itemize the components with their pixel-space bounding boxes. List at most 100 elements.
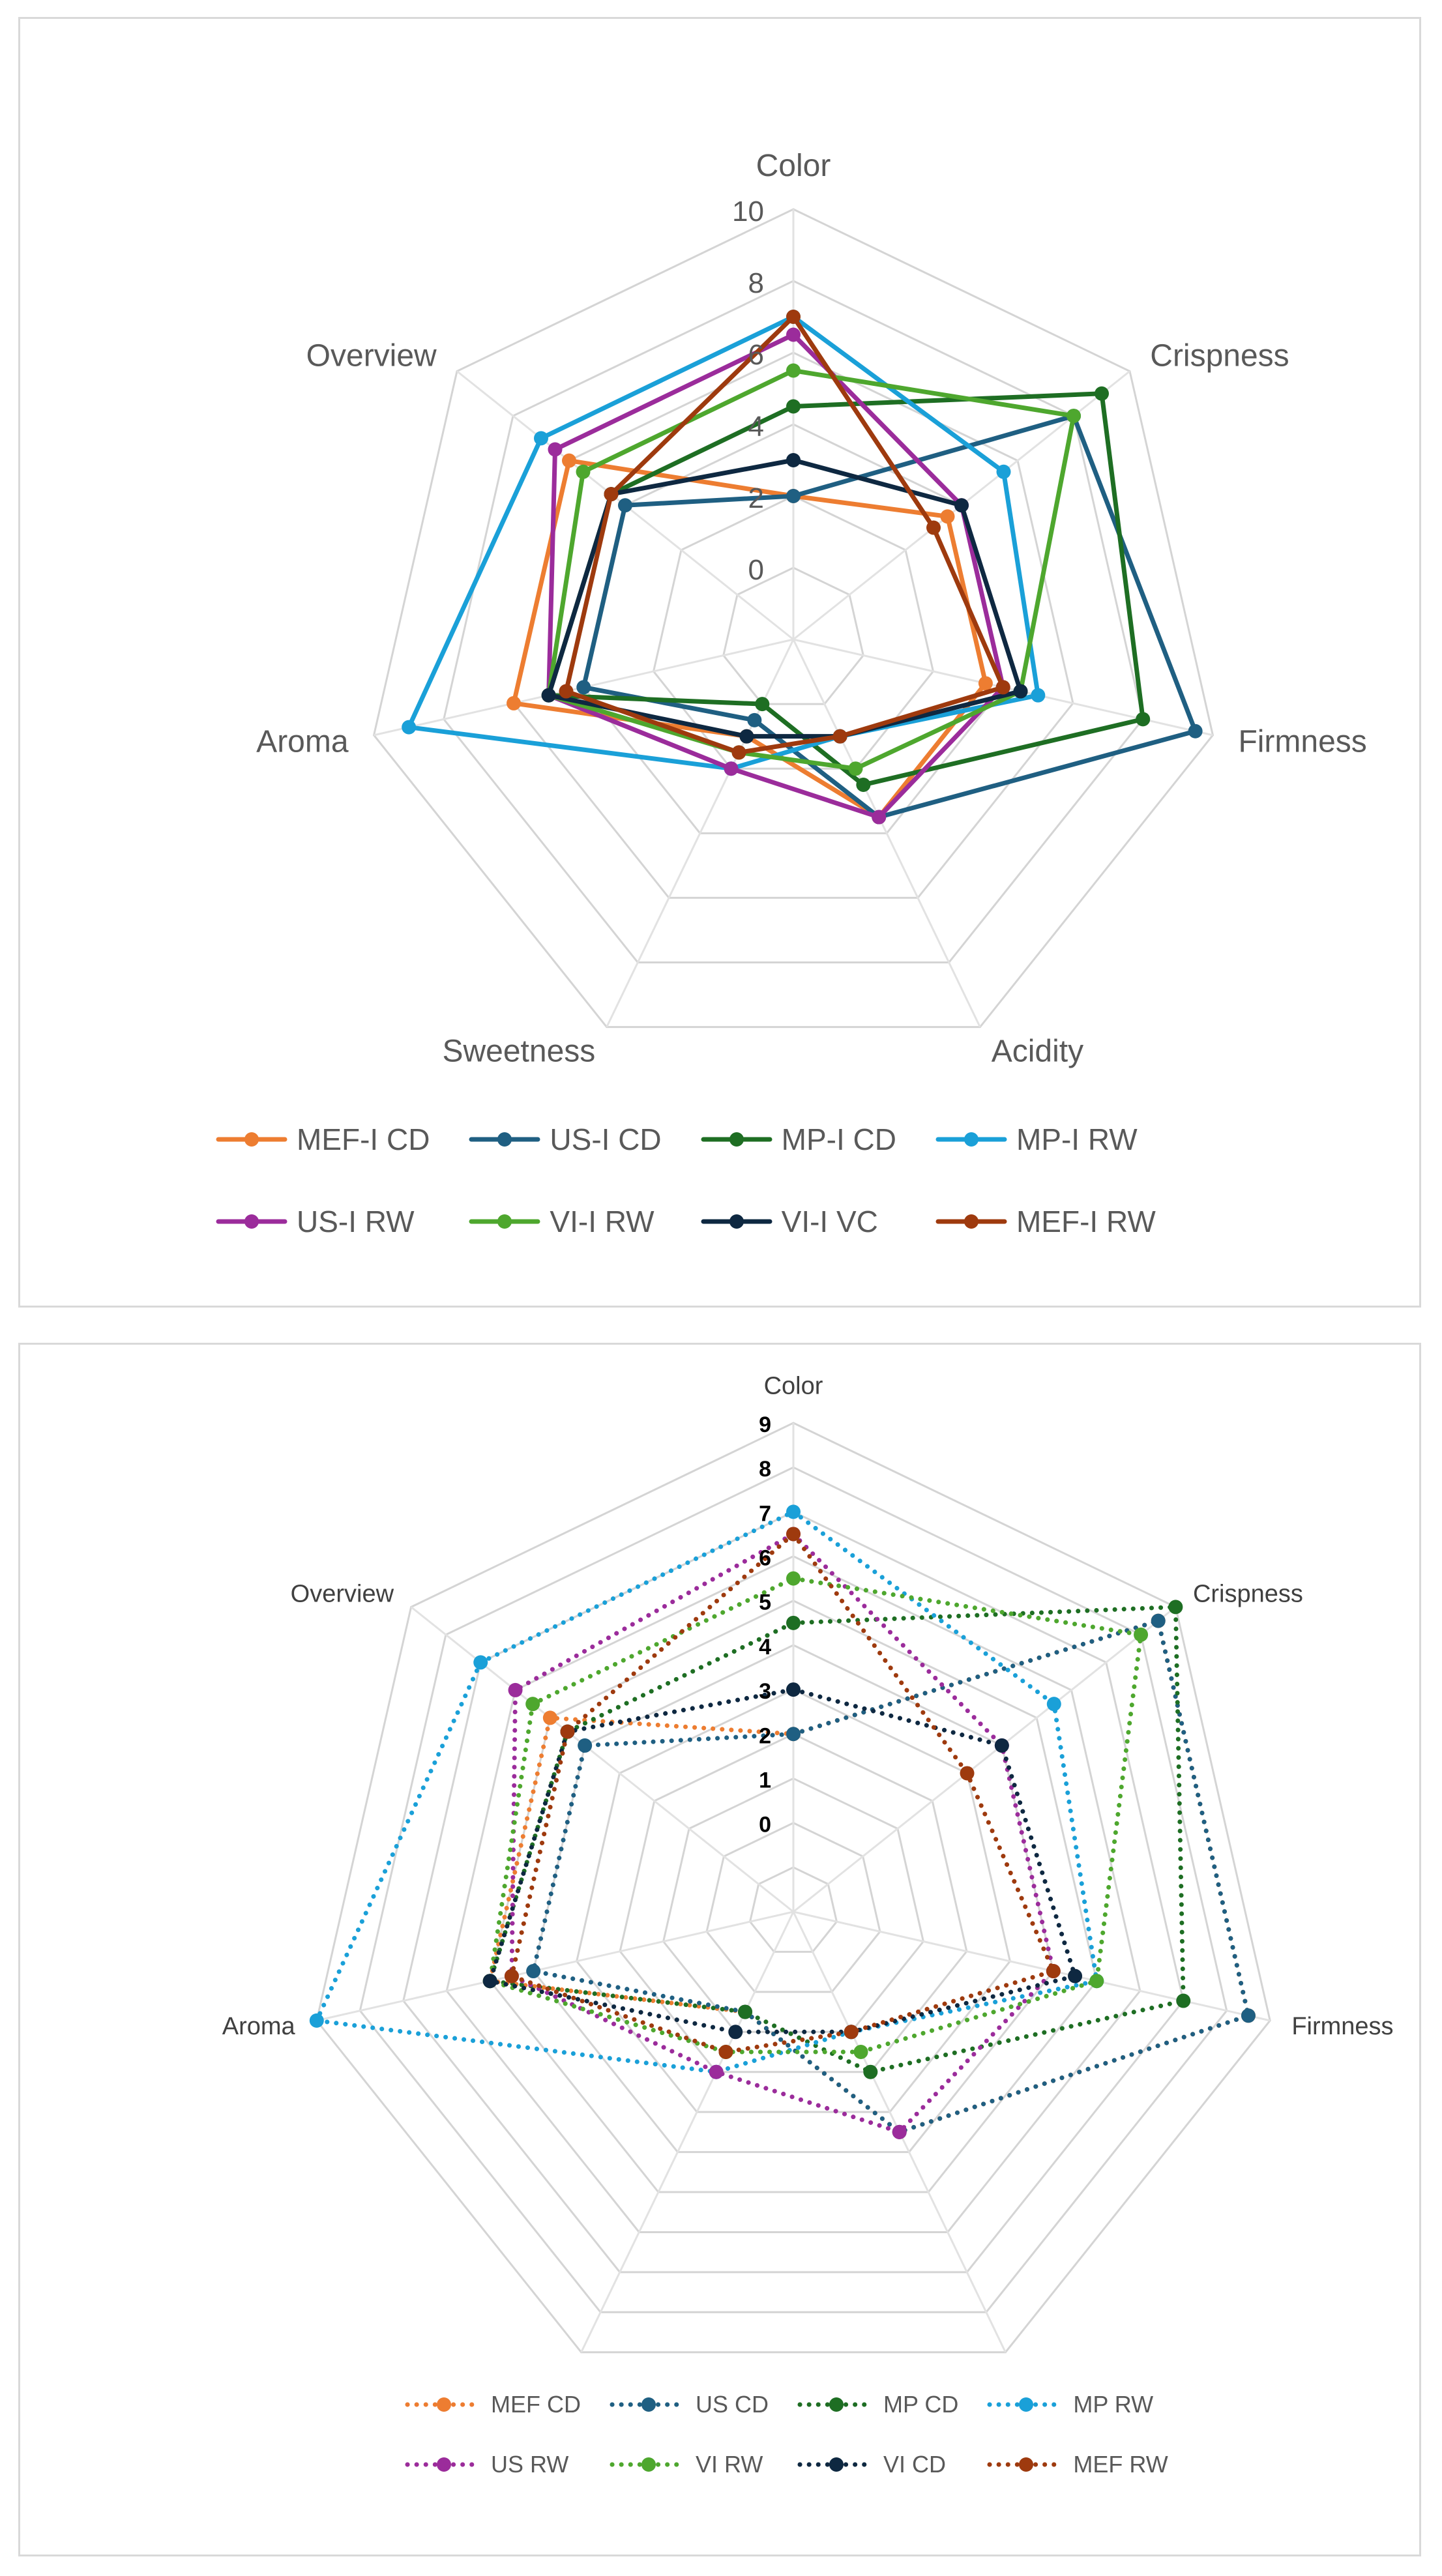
- series-mef-rw: [504, 1527, 1061, 2060]
- tick-label: 2: [759, 1723, 771, 1748]
- data-point: [848, 761, 863, 776]
- legend-label: MP-I RW: [1016, 1122, 1138, 1156]
- data-point: [1176, 1993, 1191, 2008]
- axis-spoke: [793, 1910, 1271, 2022]
- grid-ring: [359, 1466, 1228, 2313]
- legend-label: MEF RW: [1073, 2451, 1168, 2478]
- legend-item-mef-i-cd: MEF-I CD: [216, 1098, 430, 1180]
- legend-item-mp-cd: MP CD: [797, 2375, 958, 2435]
- data-point: [872, 810, 887, 825]
- axis-label-aroma: Aroma: [256, 725, 349, 759]
- data-point: [402, 720, 417, 735]
- data-point: [786, 1727, 801, 1742]
- data-point: [853, 2045, 868, 2060]
- axis-label-acidity: Acidity: [1015, 2360, 1088, 2362]
- grid-ring: [576, 1688, 1011, 2113]
- data-point: [576, 464, 591, 479]
- series-line: [546, 368, 1076, 771]
- data-point: [548, 442, 563, 457]
- grid-ring: [402, 1510, 1184, 2274]
- data-point: [1188, 724, 1203, 739]
- series-line: [563, 314, 1006, 755]
- data-point: [863, 2064, 878, 2079]
- grid-ring: [748, 1866, 838, 1953]
- series-us-rw: [504, 1527, 1061, 2139]
- legend-item-us-rw: US RW: [405, 2435, 581, 2495]
- legend-swatch: [216, 1132, 287, 1147]
- grid-ring: [445, 1555, 1141, 2233]
- legend-marker: [641, 2457, 656, 2472]
- data-point: [786, 1682, 801, 1697]
- grid-ring: [443, 280, 1144, 964]
- series-line: [581, 413, 1198, 820]
- axis-spoke: [410, 1606, 794, 1913]
- legend-item-vi-i-vc: VI-I VC: [701, 1180, 896, 1263]
- data-point: [576, 680, 591, 695]
- legend-marker: [641, 2397, 656, 2412]
- series-line: [509, 1531, 1056, 2055]
- legend-item-mef-i-rw: MEF-I RW: [935, 1180, 1156, 1263]
- legend-marker: [729, 1214, 744, 1229]
- series-line: [546, 458, 1023, 739]
- data-point: [559, 684, 574, 699]
- data-point: [960, 1766, 975, 1781]
- legend-label: VI CD: [883, 2451, 947, 2478]
- series-mef-cd: [482, 1613, 1256, 2139]
- legend-swatch: [987, 2397, 1065, 2412]
- data-point: [738, 2004, 753, 2019]
- tick-label: 0: [748, 554, 764, 586]
- data-point: [786, 1527, 801, 1542]
- series-line: [314, 1509, 1099, 2075]
- series-mef-i-rw: [559, 310, 1010, 760]
- data-point: [786, 327, 801, 342]
- legend-item-vi-i-rw: VI-I RW: [469, 1180, 661, 1263]
- data-point: [940, 509, 955, 524]
- data-point: [1241, 2008, 1256, 2023]
- data-point: [473, 1655, 488, 1670]
- tick-label: 3: [759, 1679, 771, 1704]
- data-point: [994, 1738, 1009, 1753]
- legend-label: MP CD: [883, 2391, 959, 2418]
- legend-marker: [437, 2397, 451, 2412]
- data-point: [786, 489, 801, 503]
- radar-chart-1: 0 2 4 6 8 10 Color Crispness Firmness Acidity Swee…: [256, 149, 1367, 1069]
- data-point: [856, 777, 871, 792]
- radar-chart-2: 0 1 2 3 4 5 6 7 8 9 Color Crispness Firmness Acidity S…: [222, 1372, 1394, 2362]
- legend-label: MEF-I RW: [1016, 1205, 1156, 1238]
- data-point: [1134, 1627, 1149, 1642]
- data-point: [978, 676, 993, 691]
- legend-label: MEF CD: [491, 2391, 581, 2418]
- legend-marker: [1019, 2397, 1034, 2412]
- legend-marker: [964, 1132, 978, 1147]
- series-line: [406, 314, 1040, 771]
- legend-1: MEF-I CD US-I CD MP-I CD MP-I RW US-I RW VI-I…: [216, 1098, 1156, 1263]
- series-line: [531, 1618, 1251, 2135]
- legend-swatch: [610, 2397, 688, 2412]
- data-point: [542, 1710, 557, 1725]
- legend-swatch: [987, 2457, 1065, 2472]
- tick-label: 7: [759, 1501, 771, 1526]
- grid-ring: [722, 566, 864, 705]
- legend-item-mp-i-cd: MP-I CD: [701, 1098, 896, 1180]
- axis-label-sweetness: Sweetness: [450, 2360, 572, 2362]
- data-point: [508, 1682, 523, 1697]
- data-point: [892, 2124, 907, 2139]
- axis-spoke: [792, 639, 981, 1028]
- series-line: [488, 1576, 1143, 2055]
- data-point: [728, 2025, 743, 2040]
- grid-ring: [372, 208, 1214, 1029]
- series-line: [511, 458, 988, 820]
- data-point: [561, 453, 576, 468]
- legend-marker: [497, 1132, 512, 1147]
- grid-ring: [489, 1600, 1098, 2193]
- data-point: [604, 487, 619, 502]
- legend-label: VI RW: [696, 2451, 763, 2478]
- legend-swatch: [405, 2457, 483, 2472]
- legend-item-mef-cd: MEF CD: [405, 2375, 581, 2435]
- radar-chart-panel-2: 0 1 2 3 4 5 6 7 8 9 Color Crispness Firmness Acidity S…: [18, 1343, 1421, 2556]
- legend-swatch: [935, 1214, 1007, 1229]
- tick-label: 1: [759, 1768, 771, 1793]
- axis-label-color: Color: [756, 149, 831, 183]
- data-point: [541, 688, 556, 703]
- legend-label: MP RW: [1073, 2391, 1154, 2418]
